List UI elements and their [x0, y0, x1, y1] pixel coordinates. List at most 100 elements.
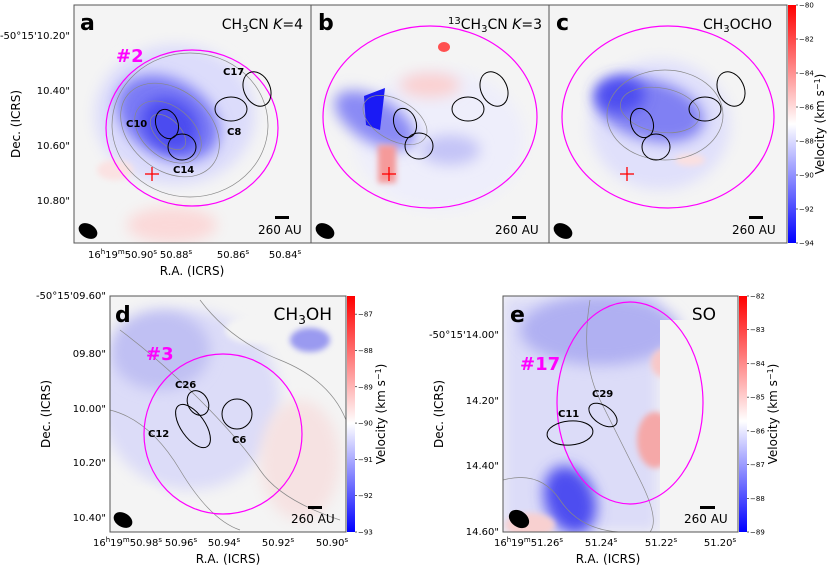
core-label: C17	[223, 67, 244, 78]
scale-bar-label: 260 AU	[684, 512, 728, 526]
colorbar-label: Velocity (km s−1)	[813, 74, 827, 175]
x-tick-label: 50.90s	[316, 536, 349, 549]
x-tick-label: 16h19m50.90s	[88, 248, 157, 261]
region-label: #3	[146, 344, 174, 365]
x-tick-label: 51.24s	[585, 536, 618, 549]
x-tick-label: 16h19m51.26s	[494, 536, 563, 549]
colorbar-tick-label: −82	[799, 36, 814, 44]
axes-frame	[548, 4, 788, 244]
contours	[111, 52, 269, 198]
x-tick-label: 50.96s	[165, 536, 198, 549]
colorbar-tick-label: −87	[358, 311, 373, 319]
core-ellipses	[629, 71, 746, 161]
y-tick-label: 10.40"	[73, 513, 106, 524]
y-tick-label: 10.00"	[73, 404, 106, 415]
x-axis-label: R.A. (ICRS)	[160, 264, 225, 278]
beam-ellipse	[553, 223, 573, 239]
scale-bar-label: 260 AU	[495, 223, 539, 237]
panel-title: CH3OCHO	[703, 17, 772, 35]
colorbar-tick-label: −86	[750, 427, 765, 435]
x-tick-label: 50.86s	[217, 248, 250, 261]
core-ellipses	[175, 390, 253, 449]
scale-bar	[275, 216, 289, 219]
panel-label: b	[318, 11, 334, 36]
panel-a: C17 C10 C8 C14 #2 260 AU a CH3CN K=4	[73, 4, 312, 244]
scale-bar	[700, 506, 715, 509]
y-tick-label: 10.40"	[37, 86, 70, 97]
colorbar-tick-label: −90	[358, 420, 373, 428]
colorbar-tick-label: −89	[358, 383, 373, 391]
colorbar-label: Velocity (km s−1)	[374, 364, 388, 465]
beam-ellipse	[113, 512, 133, 528]
y-axis-label: Dec. (ICRS)	[39, 380, 53, 448]
x-tick-label: 50.92s	[262, 536, 295, 549]
x-tick-label: 50.88s	[160, 248, 193, 261]
y-tick-label: 10.20"	[73, 458, 106, 469]
colorbar-label: Velocity (km s−1)	[766, 364, 780, 465]
scale-bar-label: 260 AU	[258, 223, 302, 237]
colorbar-tick-label: −87	[750, 461, 765, 469]
region-label: #2	[116, 46, 144, 67]
colorbar-tick-label: −88	[750, 495, 765, 503]
colorbar-e	[739, 296, 747, 532]
x-tick-label: 51.20s	[704, 536, 737, 549]
core-label: C14	[173, 165, 194, 176]
scale-bar	[512, 216, 526, 219]
colorbar-tick-label: −80	[799, 2, 814, 10]
scale-bar	[308, 506, 322, 509]
core-label: C8	[227, 127, 241, 138]
y-axis-label: Dec. (ICRS)	[432, 380, 446, 448]
panel-label: c	[556, 11, 569, 36]
colorbar-ticks: −82 −83 −84 −85 −86 −87 −88 −89	[747, 293, 765, 537]
y-tick-label: 14.60"	[466, 527, 499, 538]
core-label: C11	[558, 409, 579, 420]
panel-d: C26 C12 C6 #3 260 AU d CH3OH	[109, 295, 347, 533]
y-axis-label: Dec. (ICRS)	[9, 90, 23, 158]
colorbar-tick-label: −83	[750, 326, 765, 334]
red-blob	[438, 42, 450, 52]
colorbar-tick-label: −84	[750, 360, 765, 368]
region-ellipse	[143, 353, 303, 515]
core-label: C26	[175, 380, 196, 391]
colorbar-top	[788, 5, 796, 243]
core-label: C29	[592, 389, 613, 400]
blue-edge	[364, 88, 385, 130]
x-tick-label: 51.22s	[645, 536, 678, 549]
colorbar-tick-label: −85	[750, 394, 765, 402]
scale-bar-label: 260 AU	[732, 223, 776, 237]
panel-title: CH3OH	[274, 305, 332, 327]
y-tick-label: -50°15'14.00"	[429, 330, 499, 341]
colorbar-ticks: −80 −82 −84 −86 −88 −90 −92 −94	[796, 2, 814, 248]
panel-label: e	[510, 303, 525, 328]
colorbar-tick-label: −91	[358, 456, 373, 464]
panel-e: C29 C11 #17 260 AU e SO	[502, 295, 739, 533]
core-ellipses	[154, 71, 272, 161]
colorbar-tick-label: −93	[358, 529, 373, 537]
colorbar-tick-label: −88	[799, 138, 814, 146]
x-tick-label: 50.84s	[269, 248, 302, 261]
x-axis-label: R.A. (ICRS)	[196, 552, 261, 566]
colorbar-tick-label: −86	[799, 104, 814, 112]
scale-bar-label: 260 AU	[291, 512, 335, 526]
beam-ellipse	[315, 223, 335, 239]
velocity-map	[503, 296, 738, 532]
panel-label: d	[115, 303, 131, 328]
y-tick-label: -50°15'09.60"	[36, 291, 106, 302]
x-tick-label: 50.94s	[208, 536, 241, 549]
colorbar-ticks: −87 −88 −89 −90 −91 −92 −93	[355, 311, 373, 537]
panel-label: a	[80, 11, 95, 36]
panel-b: 260 AU b 13CH3CN K=3	[310, 4, 550, 244]
beam-ellipse	[508, 509, 530, 529]
colorbar-tick-label: −84	[799, 70, 814, 78]
core-label: C12	[148, 429, 169, 440]
cross-marker	[382, 167, 396, 181]
region-ellipse	[322, 25, 538, 209]
beam-ellipse	[78, 223, 98, 239]
velocity-map	[590, 60, 730, 190]
colorbar-tick-label: −94	[799, 240, 814, 248]
panel-title: SO	[692, 305, 716, 325]
region-ellipse	[561, 25, 775, 209]
y-tick-label: 09.80"	[73, 349, 106, 360]
colorbar-tick-label: −90	[799, 172, 814, 180]
